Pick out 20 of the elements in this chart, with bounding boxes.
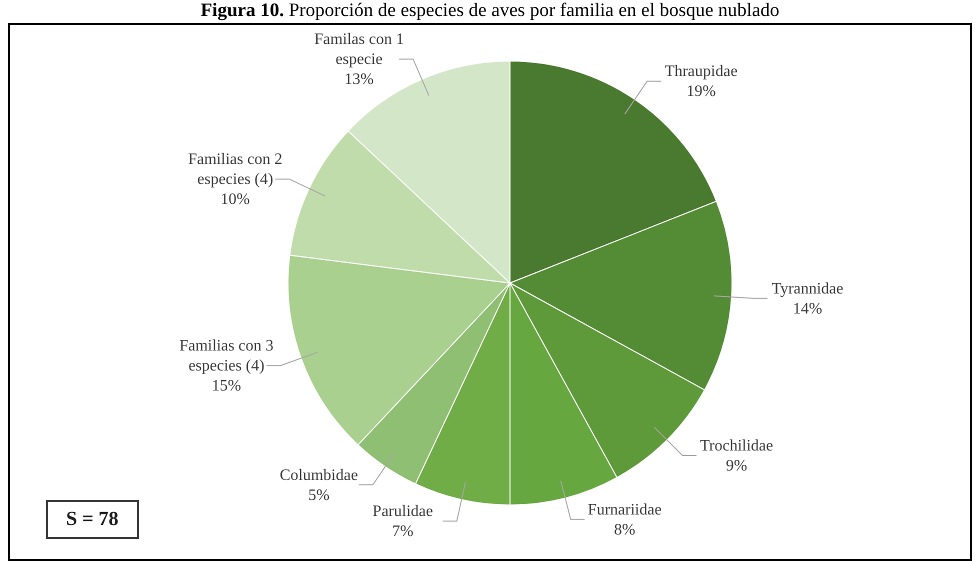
- chart-title: Figura 10. Proporción de especies de aves por familia en el bosque nublado: [200, 0, 780, 22]
- slice-label: Trochilidae: [700, 438, 774, 455]
- slice-label: Familias con 3 especies (4): [179, 338, 274, 375]
- slice-label: Thraupidae: [664, 63, 738, 80]
- data-label: 9%: [726, 458, 748, 475]
- slice-label: Parulidae: [372, 503, 433, 520]
- data-label: 19%: [686, 83, 716, 100]
- data-label: 5%: [308, 486, 330, 504]
- data-label: 13%: [344, 71, 374, 88]
- slice-label: Tyrannidae: [772, 280, 844, 298]
- data-label: 14%: [792, 300, 822, 318]
- slice-label: Familias con 2 especies (4): [188, 151, 282, 188]
- slice-label: Furnariidae: [588, 501, 662, 518]
- slice-label: Columbidae: [280, 466, 358, 484]
- data-label: 10%: [220, 191, 250, 208]
- text: S = 78: [46, 500, 139, 539]
- data-label: 8%: [614, 521, 636, 538]
- data-label: 7%: [392, 523, 414, 540]
- slice-label: Familas con 1 especie: [314, 31, 404, 68]
- data-label: 15%: [212, 378, 242, 395]
